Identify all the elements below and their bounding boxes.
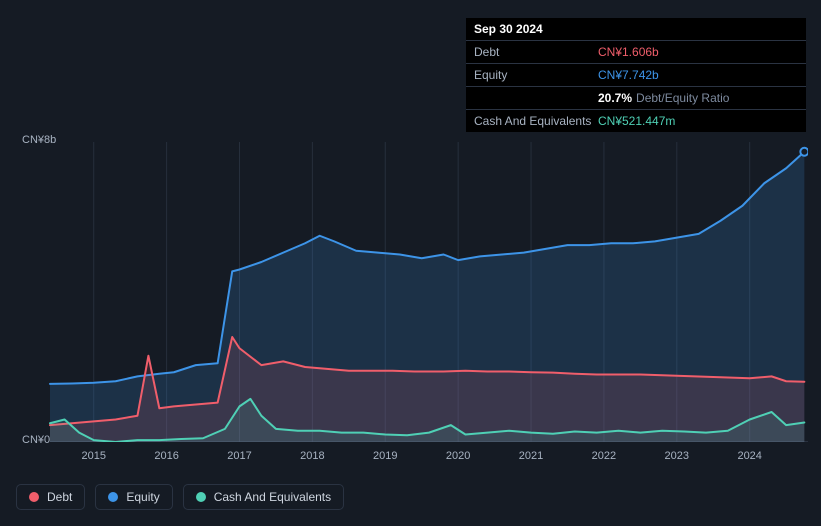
tooltip-equity-row: Equity CN¥7.742b	[466, 64, 806, 87]
legend-label-equity: Equity	[126, 490, 159, 504]
legend-label-cash: Cash And Equivalents	[214, 490, 331, 504]
legend-swatch-cash	[196, 492, 206, 502]
financial-chart: Sep 30 2024 Debt CN¥1.606b Equity CN¥7.7…	[0, 0, 821, 526]
legend: Debt Equity Cash And Equivalents	[16, 484, 344, 510]
tooltip-cash-value: CN¥521.447m	[598, 114, 675, 128]
tooltip-debt-row: Debt CN¥1.606b	[466, 41, 806, 64]
tooltip-date-row: Sep 30 2024	[466, 18, 806, 41]
tooltip-debt-label: Debt	[474, 45, 598, 59]
legend-item-equity[interactable]: Equity	[95, 484, 172, 510]
x-axis-tick: 2022	[592, 450, 616, 462]
legend-label-debt: Debt	[47, 490, 72, 504]
x-axis-tick: 2021	[519, 450, 543, 462]
x-axis-tick: 2020	[446, 450, 470, 462]
x-axis-tick: 2024	[737, 450, 761, 462]
chart-svg	[16, 142, 808, 442]
tooltip-equity-value: CN¥7.742b	[598, 68, 659, 82]
x-axis-tick: 2017	[227, 450, 251, 462]
tooltip-ratio-pct: 20.7%	[598, 91, 632, 105]
tooltip-panel: Sep 30 2024 Debt CN¥1.606b Equity CN¥7.7…	[466, 18, 806, 132]
x-axis-tick: 2015	[81, 450, 105, 462]
plot-area[interactable]	[16, 142, 808, 442]
y-axis-tick: CN¥8b	[22, 134, 56, 146]
x-axis-tick: 2018	[300, 450, 324, 462]
tooltip-ratio-label: Debt/Equity Ratio	[636, 91, 729, 105]
tooltip-cash-row: Cash And Equivalents CN¥521.447m	[466, 110, 806, 132]
tooltip-date: Sep 30 2024	[474, 22, 543, 36]
tooltip-cash-label: Cash And Equivalents	[474, 114, 598, 128]
x-axis-tick: 2019	[373, 450, 397, 462]
tooltip-debt-value: CN¥1.606b	[598, 45, 659, 59]
tooltip-equity-label: Equity	[474, 68, 598, 82]
legend-swatch-debt	[29, 492, 39, 502]
legend-item-debt[interactable]: Debt	[16, 484, 85, 510]
tooltip-ratio-spacer	[474, 91, 598, 105]
legend-item-cash[interactable]: Cash And Equivalents	[183, 484, 344, 510]
tooltip-ratio-row: 20.7% Debt/Equity Ratio	[466, 87, 806, 110]
x-axis-tick: 2016	[154, 450, 178, 462]
legend-swatch-equity	[108, 492, 118, 502]
y-axis-tick: CN¥0	[22, 434, 50, 446]
x-axis-tick: 2023	[665, 450, 689, 462]
